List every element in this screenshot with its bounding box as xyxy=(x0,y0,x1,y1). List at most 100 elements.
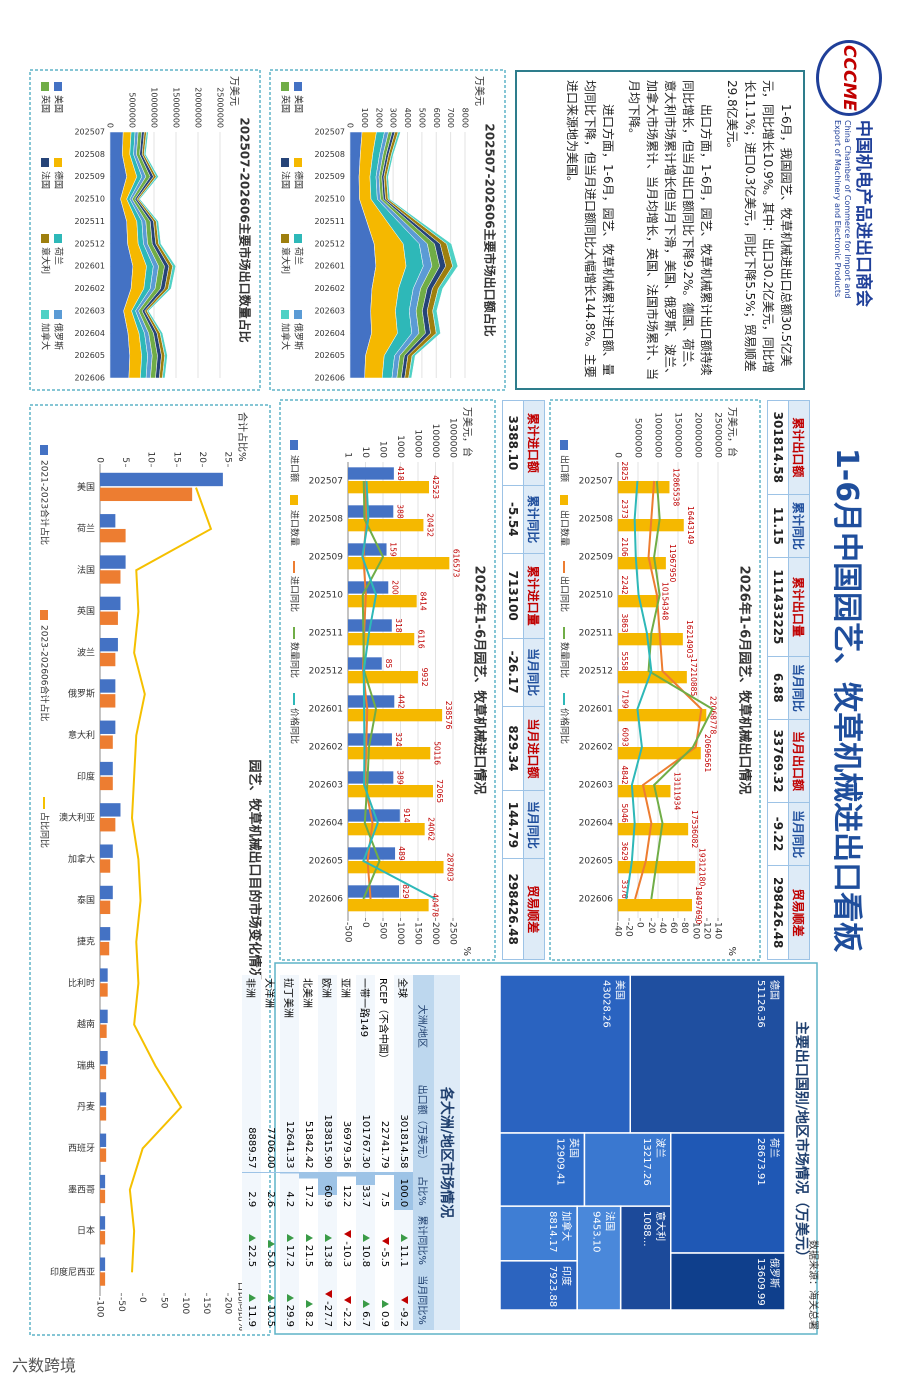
x-tick-label: 202508 xyxy=(74,150,105,159)
kpi-label: 当月进口额 xyxy=(523,706,545,791)
legend-label: 加拿大 xyxy=(40,323,52,350)
summary-box: 1-6月，我国园艺、牧草机械进出口总额30.5亿美元，同比增长10.9%。其中：… xyxy=(515,70,805,390)
y-axis-title: 合计占比% xyxy=(236,412,249,462)
bar xyxy=(617,557,666,570)
x-tick-label: 丹麦 xyxy=(77,1101,95,1113)
cell-text: 301814.58 xyxy=(398,1114,409,1169)
x-tick-label: 202604 xyxy=(309,819,344,829)
y-axis-title: 万美元 xyxy=(228,76,241,106)
kpi-value: 298426.48 xyxy=(502,858,524,960)
continent-panel: 各大洲/地区市场情况 大洲/地区 出口额（万美元） 占比% 累计同比% 当月同比% 全球 3… xyxy=(242,975,460,1330)
bar xyxy=(100,1024,107,1038)
table-cell: 7.5 xyxy=(375,1171,394,1211)
panel-frame xyxy=(274,962,818,1335)
table-cell: 4.2 xyxy=(280,1171,299,1211)
bar xyxy=(99,1174,106,1189)
cell-text: -27.7 xyxy=(322,1301,333,1327)
table-cell: RCEP（不含中国） xyxy=(375,975,394,1078)
bar xyxy=(99,679,116,693)
x-tick-label: 印度尼西亚 xyxy=(50,1266,95,1278)
bar xyxy=(99,1231,106,1245)
cell-label: 波兰 xyxy=(654,1138,667,1158)
cell-text: 6.7 xyxy=(360,1311,371,1327)
y-tick-label: 10000 xyxy=(413,429,423,458)
trend-icon xyxy=(268,1240,275,1249)
kpi-value: 713100 xyxy=(502,553,524,639)
data-label: 9932 xyxy=(420,668,429,687)
cell-text: 51842.42 xyxy=(303,1120,314,1169)
data-label: 389 xyxy=(395,770,404,785)
data-label: 60936 xyxy=(620,728,629,752)
table-cell: 33.7 xyxy=(356,1171,375,1211)
area-series xyxy=(386,131,459,379)
kpi-value: 6.88 xyxy=(767,656,789,720)
x-tick-label: 波兰 xyxy=(77,646,95,658)
cell-value: 13609.99 xyxy=(755,1258,766,1306)
table-cell: -2.2 xyxy=(337,1270,356,1330)
legend-swatch xyxy=(281,234,289,243)
x-tick-label: 202604 xyxy=(74,329,105,338)
bar xyxy=(99,694,116,708)
x-tick-label: 捷克 xyxy=(77,935,95,947)
kpi-label: 当月同比 xyxy=(523,790,545,859)
cell-text: 29.9 xyxy=(284,1304,295,1327)
legend-swatch xyxy=(54,82,62,91)
data-label: 418 xyxy=(396,466,405,481)
trend-icon xyxy=(249,1233,256,1242)
table-body: 全球 301814.58 100.0 11.1 -9.2 RCEP（不含中国） 22741.… xyxy=(242,975,413,1330)
legend-label: 美国 xyxy=(293,95,305,113)
data-label: 287803 xyxy=(446,853,455,882)
kpi-value: 3388.10 xyxy=(502,400,524,486)
y-tick-label: 100000 xyxy=(430,424,440,459)
bar xyxy=(348,505,394,518)
data-label: 36290 xyxy=(620,842,629,866)
bar xyxy=(617,595,659,608)
data-label: 22423 xyxy=(620,576,629,600)
bar xyxy=(100,941,110,956)
table-cell: 100.0 xyxy=(394,1171,413,1211)
kpi-value: 11.15 xyxy=(767,494,789,558)
y-tick-label: 100 xyxy=(378,441,388,458)
data-label: 24062 xyxy=(427,817,436,841)
bar xyxy=(99,1189,106,1204)
bar xyxy=(348,481,430,494)
x-tick-label: 202603 xyxy=(314,306,345,315)
cell-label: 美国 xyxy=(613,980,626,1000)
bar xyxy=(99,611,118,625)
x-tick-label: 202509 xyxy=(74,172,105,181)
y2-tick-label: -20 xyxy=(624,922,634,937)
legend-swatch xyxy=(294,82,302,91)
table-cell: 13.8 xyxy=(318,1210,337,1270)
trend-icon xyxy=(401,1296,408,1305)
bar xyxy=(99,1065,107,1080)
table-cell: -10.3 xyxy=(337,1210,356,1270)
table-cell: 6.7 xyxy=(356,1270,375,1330)
x-tick-label: 202510 xyxy=(74,195,105,204)
line-series xyxy=(361,480,436,900)
x-tick-label: 意大利 xyxy=(68,729,95,741)
legend-label: 数量同比 xyxy=(289,642,301,678)
legend-label: 德国 xyxy=(53,171,65,189)
x-tick-label: 俄罗斯 xyxy=(68,688,95,700)
y2-axis-title: % xyxy=(726,946,737,956)
bar xyxy=(347,467,394,480)
x-tick-label: 202507 xyxy=(314,128,345,137)
data-label: 159 xyxy=(389,542,398,557)
bar xyxy=(99,900,111,915)
kpi-table: 累计出口额 累计同比 累计出口量 当月同比 当月出口额 当月同比 贸易顺差 301814.58… xyxy=(767,400,810,960)
y-tick-label: 25 xyxy=(223,452,233,463)
area-series xyxy=(138,131,177,379)
cell-text: 10.5 xyxy=(265,1304,276,1327)
cell-text: 8889.57 xyxy=(246,1127,257,1169)
cell-text: 一带一路149 xyxy=(358,978,369,1038)
bar xyxy=(99,1272,106,1286)
y-tick-label: 10 xyxy=(360,447,370,459)
table-cell: 大洋洲 xyxy=(261,975,280,1078)
data-label: 388 xyxy=(395,504,404,519)
legend-label: 英国 xyxy=(40,95,52,113)
line-series xyxy=(647,480,714,900)
legend-swatch xyxy=(294,234,302,243)
x-tick-label: 202510 xyxy=(579,591,614,601)
